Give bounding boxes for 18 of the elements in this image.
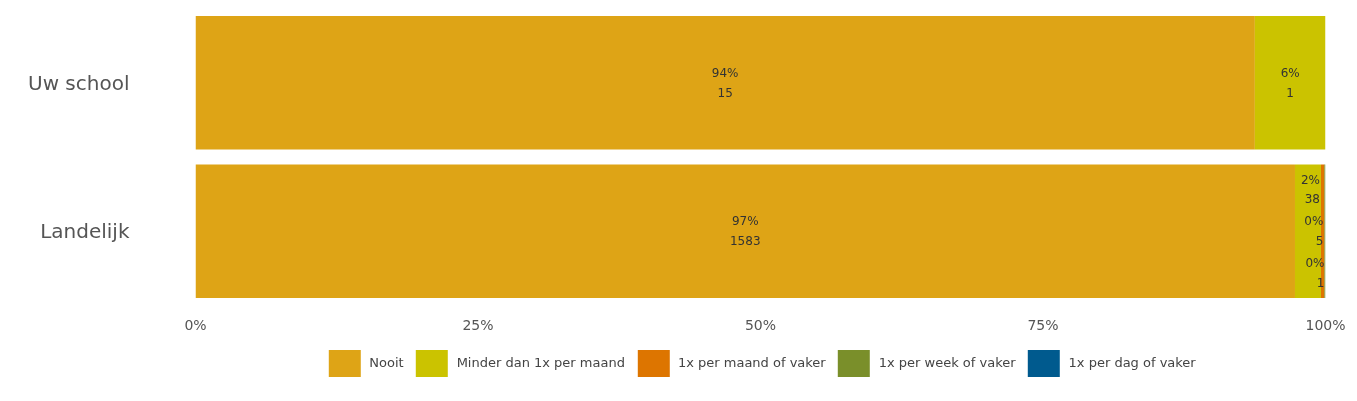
y-tick-label: Uw school xyxy=(28,70,130,95)
legend-label: 1x per week of vaker xyxy=(878,355,1016,370)
legend-label: Nooit xyxy=(369,355,404,370)
y-tick-label: Landelijk xyxy=(40,219,130,244)
data-label: 2% 38 xyxy=(1300,172,1320,207)
legend-label: 1x per dag of vaker xyxy=(1068,355,1196,370)
data-label: 94% 15 xyxy=(711,65,739,100)
data-label: 0% 1 xyxy=(1305,256,1325,290)
x-tick-label: 100% xyxy=(1305,316,1346,333)
x-tick-label: 0% xyxy=(184,316,207,333)
x-tick-label: 75% xyxy=(1027,316,1059,333)
data-label: 6% 1 xyxy=(1280,65,1300,100)
data-label: 97% 1583 xyxy=(729,214,761,249)
x-tick-label: 50% xyxy=(744,316,777,333)
data-label: 0% 5 xyxy=(1304,214,1324,249)
x-tick-label: 25% xyxy=(462,316,494,333)
legend-label: Minder dan 1x per maand xyxy=(456,355,625,370)
legend-label: 1x per maand of vaker xyxy=(677,355,826,370)
